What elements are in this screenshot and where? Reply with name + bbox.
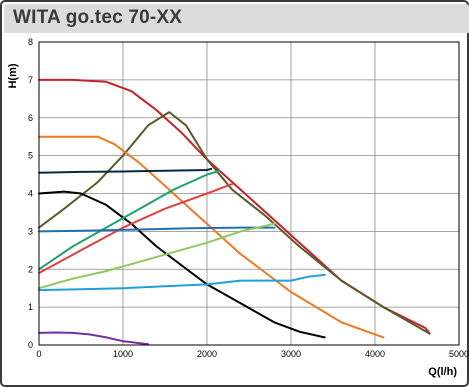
x-tick-label: 3000 bbox=[281, 349, 301, 359]
series-line-2 bbox=[38, 111, 431, 335]
y-tick-label: 8 bbox=[28, 37, 33, 47]
series-line-7 bbox=[38, 183, 234, 274]
plot-area-border bbox=[38, 41, 460, 346]
y-tick-label: 7 bbox=[28, 75, 33, 85]
x-axis-label: Q(l/h) bbox=[428, 366, 457, 378]
series-line-10 bbox=[38, 273, 326, 292]
series-line-3 bbox=[38, 135, 385, 339]
x-tick-labels: 0 1000 2000 3000 4000 5000 bbox=[36, 349, 469, 359]
x-tick-label: 2000 bbox=[197, 349, 217, 359]
series-line-4 bbox=[38, 167, 213, 174]
x-tick-label: 0 bbox=[36, 349, 41, 359]
series-group bbox=[38, 78, 431, 346]
y-tick-label: 2 bbox=[28, 264, 33, 274]
x-tick-label: 5000 bbox=[449, 349, 469, 359]
series-line-9 bbox=[38, 222, 276, 290]
y-tick-label: 3 bbox=[28, 226, 33, 236]
y-tick-labels: 0 1 2 3 4 5 6 7 8 bbox=[28, 37, 33, 350]
series-line-6 bbox=[38, 169, 221, 271]
series-line-5 bbox=[38, 190, 326, 339]
title-bar: WITA go.tec 70-XX bbox=[4, 4, 469, 33]
y-tick-label: 4 bbox=[28, 189, 33, 199]
y-tick-label: 0 bbox=[28, 340, 33, 350]
y-axis-label: H(m) bbox=[7, 63, 19, 88]
series-line-11 bbox=[38, 331, 150, 346]
y-tick-label: 6 bbox=[28, 113, 33, 123]
x-tick-label: 4000 bbox=[365, 349, 385, 359]
series-line-8 bbox=[38, 226, 276, 233]
x-tick-label: 1000 bbox=[113, 349, 133, 359]
y-tick-label: 1 bbox=[28, 302, 33, 312]
chart-title: WITA go.tec 70-XX bbox=[13, 7, 183, 28]
grid bbox=[39, 42, 459, 345]
y-tick-label: 5 bbox=[28, 151, 33, 161]
